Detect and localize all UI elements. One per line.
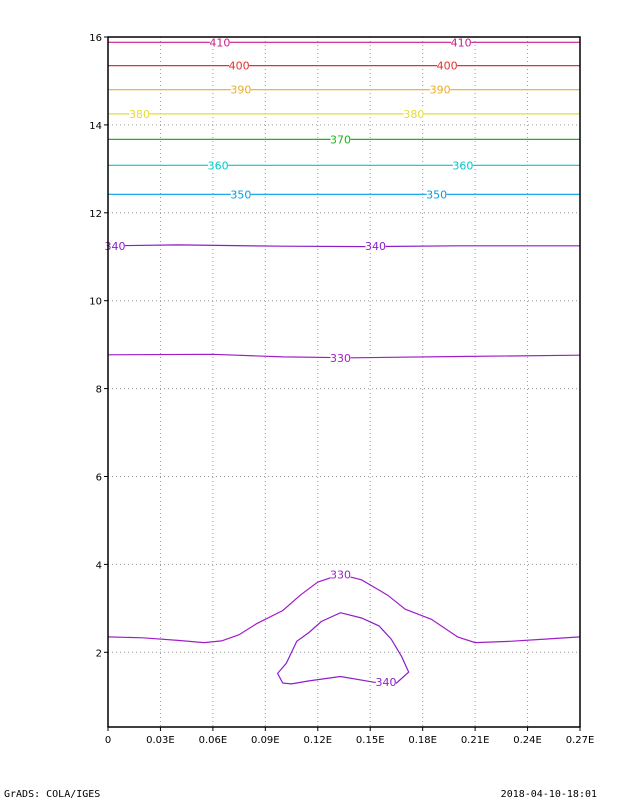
contour-label-390: 390 — [230, 84, 251, 97]
contour-label-390: 390 — [430, 84, 451, 97]
x-tick-label: 0.03E — [146, 735, 175, 746]
contour-label-bg — [229, 59, 250, 71]
contour-label-bg — [330, 351, 351, 363]
y-tick-label: 8 — [96, 385, 102, 396]
x-tick-label: 0.06E — [199, 735, 228, 746]
contour-label-bg — [375, 676, 396, 688]
x-tick-label: 0.27E — [566, 735, 595, 746]
contour-label-380: 380 — [403, 108, 424, 121]
contour-line-340 — [276, 612, 410, 685]
y-axis: 2 4 6 8 10 12 14 16 — [89, 33, 108, 659]
contour-label-bg — [330, 568, 351, 580]
contour-label-370: 370 — [330, 133, 351, 146]
contour-label-bg — [426, 188, 447, 200]
y-tick-label: 6 — [96, 472, 102, 483]
contour-label-bg — [209, 36, 230, 48]
x-axis: 0 0.03E 0.06E 0.09E 0.12E 0.15E 0.18E 0.21E 0.24… — [105, 727, 594, 746]
contour-label-bg — [104, 239, 125, 251]
contour-label-bg — [230, 83, 251, 95]
footer-timestamp: 2018-04-10-18:01 — [500, 789, 597, 800]
contour-label-340: 340 — [375, 676, 396, 689]
contour-label-360: 360 — [452, 159, 473, 172]
contour-label-bg — [365, 240, 386, 252]
contour-label-410: 410 — [209, 36, 230, 49]
x-tick-label: 0 — [105, 735, 111, 746]
contour-label-330: 330 — [330, 352, 351, 365]
contour-label-400: 400 — [437, 60, 458, 73]
contour-lines — [107, 41, 581, 685]
footer-credit: GrADS: COLA/IGES — [4, 789, 101, 800]
y-tick-label: 10 — [89, 297, 102, 308]
contour-label-bg — [451, 36, 472, 48]
contour-label-350: 350 — [230, 188, 251, 201]
contour-label-340: 340 — [365, 240, 386, 253]
y-tick-label: 14 — [89, 121, 102, 132]
x-tick-label: 0.12E — [303, 735, 332, 746]
contour-label-330: 330 — [330, 568, 351, 581]
contour-label-bg — [230, 188, 251, 200]
contour-label-410: 410 — [451, 36, 472, 49]
contour-label-380: 380 — [129, 108, 150, 121]
contour-label-bg — [403, 107, 424, 119]
y-tick-label: 12 — [89, 209, 102, 220]
x-tick-label: 0.18E — [408, 735, 437, 746]
contour-line-340 — [107, 244, 580, 248]
grid — [108, 37, 580, 727]
contour-label-350: 350 — [426, 188, 447, 201]
contour-label-bg — [330, 133, 351, 145]
y-tick-label: 4 — [96, 560, 102, 571]
contour-label-bg — [437, 59, 458, 71]
contour-label-400: 400 — [229, 60, 250, 73]
x-tick-label: 0.21E — [461, 735, 490, 746]
contour-line-330 — [107, 353, 581, 359]
contour-label-bg — [208, 159, 229, 171]
contour-label-bg — [430, 83, 451, 95]
plot-frame — [107, 36, 581, 728]
x-tick-label: 0.09E — [251, 735, 280, 746]
x-tick-label: 0.15E — [356, 735, 385, 746]
contour-label-bg — [452, 159, 473, 171]
contour-label-360: 360 — [208, 159, 229, 172]
contour-label-bg — [129, 107, 150, 119]
x-tick-label: 0.24E — [513, 735, 542, 746]
y-tick-label: 2 — [96, 648, 102, 659]
contour-labels: 410 410 400 400 390 390 380 380 370 360 360 350 350 3… — [104, 36, 473, 689]
contour-label-340: 340 — [104, 240, 125, 253]
y-tick-label: 16 — [89, 33, 102, 44]
contour-line-330 — [107, 573, 581, 644]
